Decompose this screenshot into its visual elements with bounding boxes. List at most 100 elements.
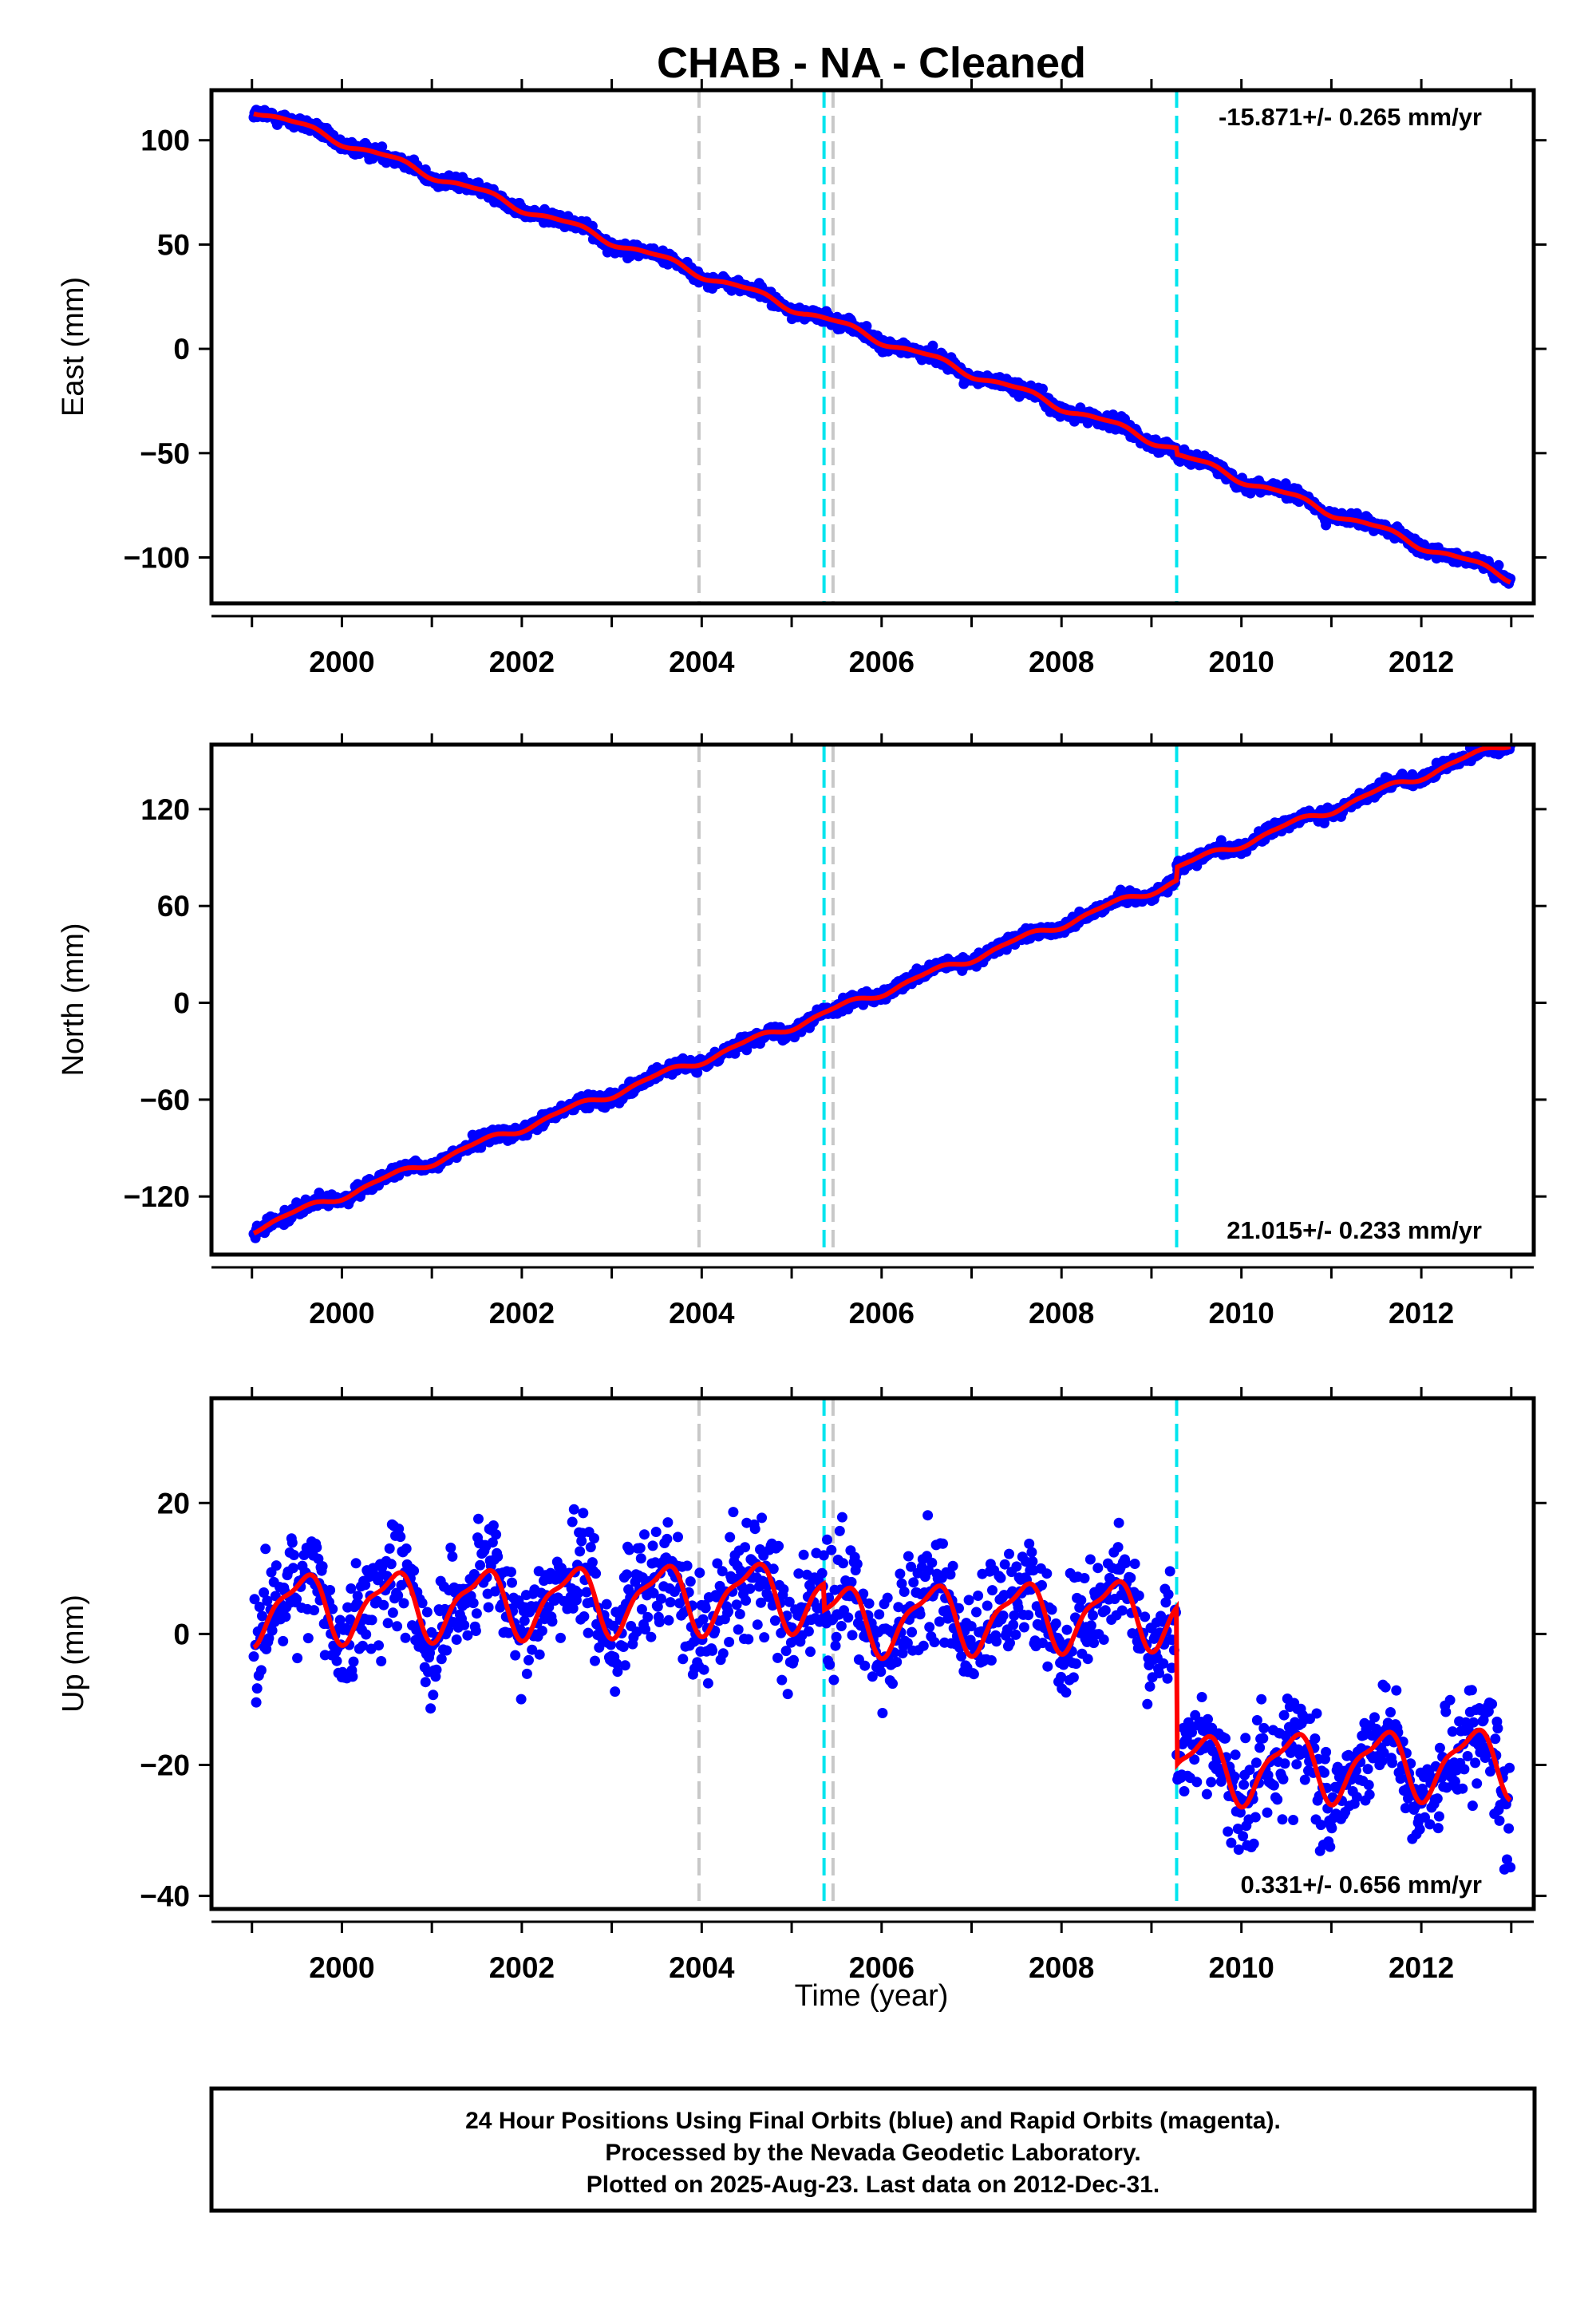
data-point bbox=[1362, 1764, 1373, 1775]
data-point bbox=[398, 1598, 409, 1609]
data-point bbox=[875, 1666, 887, 1678]
x-tick-label: 2000 bbox=[309, 646, 374, 678]
data-point bbox=[831, 1631, 842, 1642]
data-point bbox=[805, 1646, 816, 1658]
data-point bbox=[1310, 1733, 1321, 1744]
data-point bbox=[646, 1631, 657, 1642]
data-point bbox=[376, 1656, 387, 1666]
data-point bbox=[986, 1655, 997, 1666]
data-point bbox=[260, 1543, 271, 1555]
data-point bbox=[826, 1544, 837, 1555]
data-point bbox=[468, 1598, 479, 1609]
data-point bbox=[420, 1677, 431, 1688]
data-point bbox=[963, 1595, 974, 1606]
data-point bbox=[1240, 1733, 1251, 1744]
y-tick-label: 60 bbox=[157, 890, 190, 923]
data-point bbox=[834, 1525, 845, 1536]
data-point bbox=[1466, 1685, 1477, 1696]
data-point bbox=[907, 1626, 918, 1638]
data-point bbox=[1206, 1777, 1217, 1788]
data-point bbox=[1432, 1823, 1444, 1834]
data-point bbox=[1196, 1692, 1207, 1702]
data-point bbox=[723, 1606, 734, 1617]
data-point bbox=[1071, 1658, 1081, 1670]
data-point bbox=[473, 1513, 484, 1524]
data-point bbox=[1472, 1778, 1483, 1789]
data-point bbox=[995, 1572, 1006, 1583]
data-point bbox=[922, 1510, 934, 1521]
data-point bbox=[271, 1560, 282, 1571]
x-tick-label: 2002 bbox=[489, 646, 555, 678]
y-tick-label: 20 bbox=[157, 1487, 190, 1520]
data-point bbox=[1220, 1733, 1231, 1744]
data-point bbox=[673, 1531, 683, 1543]
data-point bbox=[387, 1607, 398, 1618]
x-tick-label: 2000 bbox=[309, 1297, 374, 1330]
data-point bbox=[733, 1624, 744, 1635]
data-points-3 bbox=[248, 1504, 1516, 1875]
data-point bbox=[483, 1602, 494, 1613]
data-point bbox=[982, 1600, 993, 1611]
data-point bbox=[618, 1642, 629, 1652]
data-point bbox=[782, 1689, 793, 1700]
data-point bbox=[1061, 1687, 1072, 1698]
data-point bbox=[634, 1543, 646, 1554]
data-point bbox=[378, 1599, 389, 1611]
data-point bbox=[382, 1618, 393, 1629]
data-point bbox=[743, 1634, 754, 1645]
y-tick-label: 0 bbox=[173, 987, 190, 1020]
data-point bbox=[575, 1546, 586, 1557]
data-point bbox=[1490, 1733, 1501, 1745]
y-tick-label: −20 bbox=[140, 1749, 190, 1781]
data-point bbox=[1027, 1556, 1038, 1567]
x-tick-label: 2012 bbox=[1389, 1297, 1454, 1330]
data-point bbox=[662, 1533, 673, 1544]
data-point bbox=[822, 1534, 832, 1545]
x-tick-label: 2002 bbox=[489, 1951, 555, 1984]
data-point bbox=[1387, 1757, 1398, 1769]
data-point bbox=[908, 1577, 919, 1588]
data-point bbox=[1008, 1619, 1019, 1630]
data-point bbox=[409, 1565, 420, 1576]
y-tick-label: 120 bbox=[140, 793, 190, 826]
data-point bbox=[681, 1560, 693, 1571]
data-point bbox=[1223, 1826, 1234, 1837]
data-point bbox=[877, 1708, 888, 1718]
data-point bbox=[1082, 1654, 1093, 1665]
data-point bbox=[929, 1637, 940, 1648]
data-point bbox=[752, 1619, 763, 1630]
data-point bbox=[1133, 1590, 1144, 1601]
data-point bbox=[348, 1656, 359, 1667]
data-point bbox=[475, 1559, 486, 1571]
data-point bbox=[915, 1609, 926, 1620]
data-point bbox=[685, 1576, 696, 1587]
data-point bbox=[1042, 1661, 1053, 1672]
data-point bbox=[278, 1635, 289, 1646]
data-point bbox=[431, 1664, 442, 1675]
data-point bbox=[1470, 1757, 1481, 1769]
y-tick-label: 50 bbox=[157, 228, 190, 261]
data-point bbox=[1026, 1547, 1037, 1558]
data-point bbox=[1363, 1780, 1374, 1791]
data-point bbox=[510, 1650, 521, 1661]
data-point bbox=[421, 1607, 433, 1618]
data-point bbox=[255, 1665, 267, 1676]
data-point bbox=[1256, 1694, 1267, 1705]
data-point bbox=[1467, 1800, 1478, 1812]
data-point bbox=[1493, 559, 1504, 571]
data-point bbox=[1385, 1707, 1396, 1717]
data-point bbox=[773, 1540, 784, 1551]
data-point bbox=[350, 1558, 361, 1569]
x-tick-label: 2004 bbox=[669, 1951, 735, 1984]
y-tick-label: 0 bbox=[173, 1618, 190, 1650]
data-point bbox=[924, 1622, 935, 1633]
data-point bbox=[1191, 1777, 1203, 1788]
data-point bbox=[973, 1591, 984, 1601]
data-point bbox=[824, 1659, 836, 1670]
data-point bbox=[1278, 1709, 1290, 1721]
data-point bbox=[1272, 1794, 1283, 1805]
data-point bbox=[1023, 1610, 1034, 1621]
data-point bbox=[1238, 1831, 1249, 1842]
